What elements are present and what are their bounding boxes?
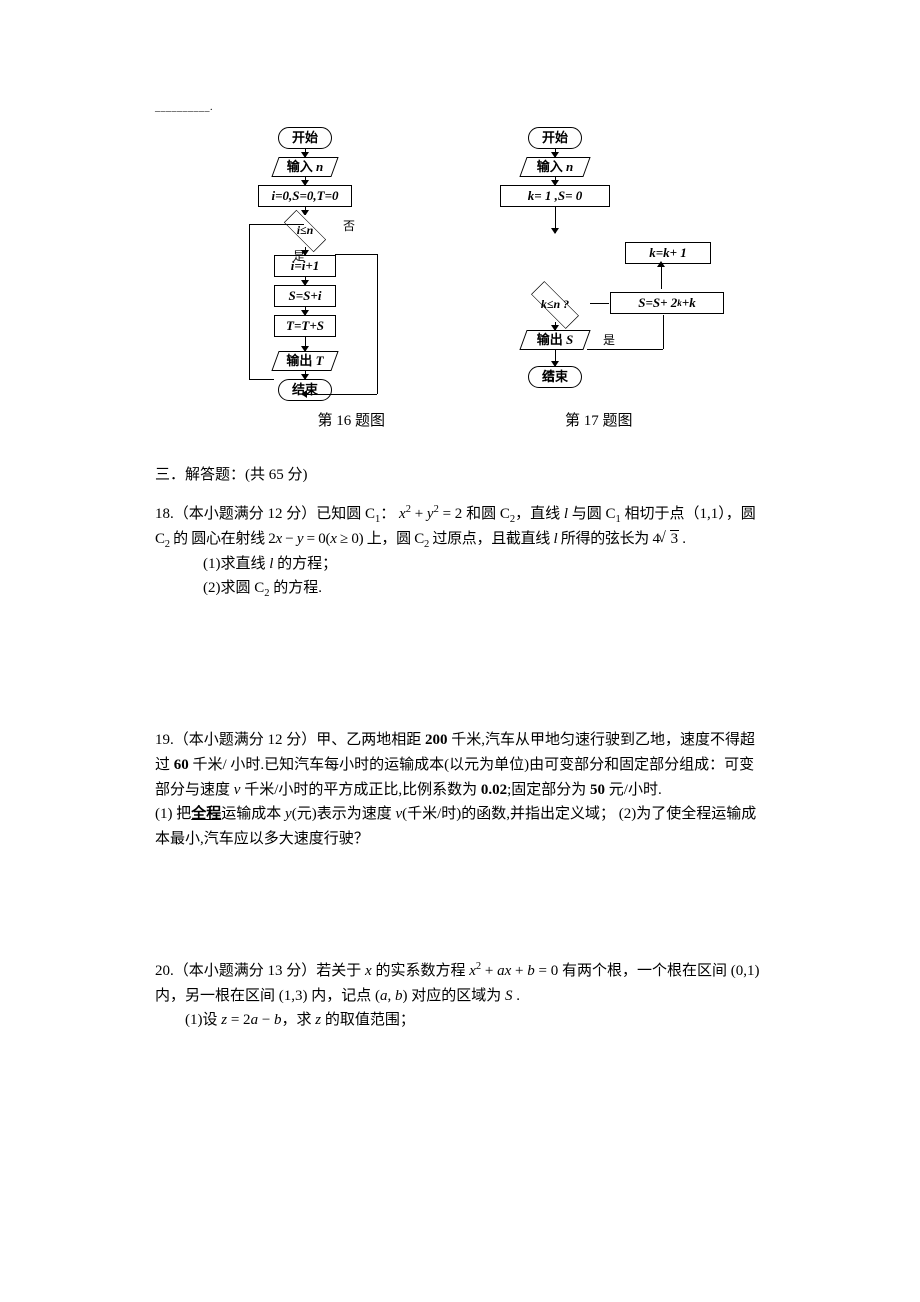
p18-sub2: (2)求圆 C2 的方程. <box>155 576 795 601</box>
fc16-cond: i≤n 是 否 <box>275 215 335 247</box>
fc16-input-n: 输入 n <box>275 157 335 177</box>
no-branch-h2 <box>305 394 377 395</box>
caption-16: 第 16 题图 <box>317 409 385 434</box>
fc17-input-n: 输入 n <box>523 157 587 177</box>
caption-17: 第 17 题图 <box>565 409 633 434</box>
section-3-title: 三．解答题：(共 65 分) <box>155 463 795 488</box>
loop-left-bot <box>249 379 274 380</box>
flowchart-row: 开始 输入 n i=0,S=0,T=0 i≤n 是 否 i=i+1 S=S+i … <box>155 127 795 401</box>
underline-text: 全程 <box>191 806 221 822</box>
problem-19: 19.（本小题满分 12 分）甲、乙两地相距 200 千米,汽车从甲地匀速行驶到… <box>155 728 795 852</box>
problem-18: 18.（本小题满分 12 分）已知圆 C1： x2 + y2 = 2 和圆 C2… <box>155 502 795 601</box>
flowchart-16: 开始 输入 n i=0,S=0,T=0 i≤n 是 否 i=i+1 S=S+i … <box>215 127 395 401</box>
no-branch-v <box>377 254 378 394</box>
p18-sub1: (1)求直线 l 的方程； <box>155 552 795 577</box>
fc17-cond: k≤n ? <box>520 288 590 322</box>
yes-label: 是 <box>603 331 615 351</box>
p18-text: 18.（本小题满分 12 分）已知圆 C <box>155 506 375 522</box>
fc16-init: i=0,S=0,T=0 <box>258 185 352 207</box>
no-label: 否 <box>543 367 555 387</box>
fc17-output: 输出 S <box>523 330 587 350</box>
fc16-tsum: T=T+S <box>274 315 336 337</box>
loop-left-v <box>249 224 250 379</box>
flowchart-17: 开始 输入 n k = 1 , S = 0 k = k + 1 S = S + … <box>475 127 725 401</box>
fc16-sum: S=S+i <box>274 285 336 307</box>
fc17-inc: k = k + 1 <box>625 242 711 264</box>
fc16-start: 开始 <box>278 127 332 149</box>
no-label: 否 <box>343 217 355 237</box>
fc16-output: 输出 T <box>275 351 335 371</box>
fc17-init: k = 1 , S = 0 <box>500 185 610 207</box>
fc17-start: 开始 <box>528 127 582 149</box>
fc17-sum: S = S + 2k + k <box>610 292 724 314</box>
problem-20: 20.（本小题满分 13 分）若关于 x 的实系数方程 x2 + ax + b … <box>155 959 795 1033</box>
fill-blank-marker: __________. <box>155 100 795 117</box>
no-branch-h <box>335 254 377 255</box>
